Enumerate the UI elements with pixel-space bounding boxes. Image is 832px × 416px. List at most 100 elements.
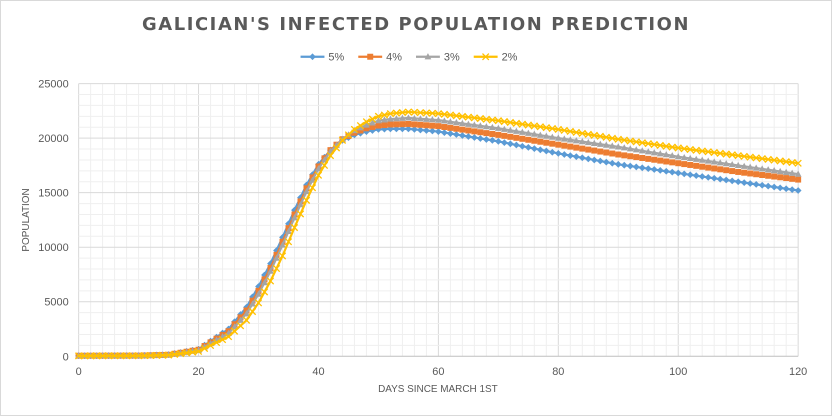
data-point bbox=[782, 158, 790, 166]
data-point bbox=[188, 348, 197, 356]
data-point bbox=[488, 116, 496, 124]
data-point bbox=[482, 123, 490, 130]
data-point bbox=[704, 157, 712, 164]
data-point bbox=[320, 161, 329, 170]
data-point bbox=[500, 139, 508, 146]
data-point bbox=[236, 322, 245, 330]
series-group bbox=[74, 108, 802, 360]
data-point bbox=[399, 125, 406, 133]
data-point bbox=[759, 172, 766, 178]
data-point bbox=[585, 146, 592, 153]
x-tick-label: 120 bbox=[789, 366, 807, 378]
data-point bbox=[608, 134, 616, 142]
data-point bbox=[728, 160, 736, 168]
data-point bbox=[494, 117, 502, 125]
data-point bbox=[758, 165, 766, 172]
data-point bbox=[728, 177, 736, 185]
data-point bbox=[326, 151, 335, 160]
data-point bbox=[782, 168, 790, 175]
data-point bbox=[302, 196, 311, 204]
data-point bbox=[182, 349, 191, 357]
data-point bbox=[441, 117, 448, 124]
data-point bbox=[458, 112, 467, 121]
data-point bbox=[230, 327, 239, 335]
x-tick-label: 20 bbox=[192, 366, 204, 378]
data-point bbox=[422, 109, 431, 117]
data-point bbox=[711, 165, 718, 172]
data-point bbox=[555, 141, 562, 148]
data-point bbox=[710, 174, 718, 182]
data-point bbox=[332, 144, 341, 152]
data-point bbox=[279, 241, 286, 248]
legend-marker bbox=[367, 53, 374, 60]
data-point bbox=[405, 114, 412, 121]
data-point bbox=[500, 117, 508, 126]
data-point bbox=[488, 123, 496, 131]
data-point bbox=[477, 129, 484, 136]
data-point bbox=[237, 316, 244, 323]
data-point bbox=[410, 108, 419, 116]
data-point bbox=[674, 169, 682, 177]
data-point bbox=[494, 138, 502, 145]
data-point bbox=[656, 141, 664, 149]
legend-item: 2% bbox=[473, 52, 518, 64]
data-point bbox=[572, 153, 580, 161]
data-point bbox=[488, 137, 496, 144]
data-point bbox=[734, 178, 742, 186]
data-point bbox=[603, 149, 610, 156]
data-point bbox=[729, 168, 736, 175]
data-point bbox=[146, 351, 155, 360]
data-point bbox=[110, 352, 119, 360]
data-point bbox=[453, 125, 460, 132]
data-point bbox=[273, 254, 280, 261]
data-point bbox=[735, 168, 742, 175]
data-point bbox=[86, 352, 95, 360]
data-point bbox=[80, 352, 89, 360]
data-point bbox=[525, 136, 532, 143]
data-point bbox=[470, 114, 479, 122]
data-point bbox=[638, 139, 646, 147]
data-point bbox=[506, 118, 514, 127]
data-point bbox=[633, 154, 640, 161]
data-point bbox=[770, 156, 778, 164]
data-point bbox=[435, 123, 442, 130]
data-point bbox=[765, 172, 772, 179]
data-point bbox=[783, 175, 790, 182]
data-point bbox=[789, 175, 796, 182]
data-point bbox=[614, 143, 622, 150]
data-point bbox=[464, 133, 472, 140]
data-point bbox=[728, 151, 736, 159]
data-point bbox=[650, 140, 658, 149]
data-point bbox=[692, 155, 700, 162]
data-point bbox=[651, 156, 658, 163]
data-point bbox=[788, 186, 796, 194]
data-point bbox=[249, 300, 256, 307]
data-point bbox=[459, 126, 466, 133]
data-point bbox=[417, 115, 424, 122]
data-point bbox=[668, 143, 676, 151]
data-point bbox=[686, 171, 694, 179]
data-point bbox=[416, 108, 425, 117]
data-point bbox=[752, 181, 760, 188]
data-point bbox=[704, 148, 712, 156]
data-point bbox=[290, 223, 299, 232]
legend-label: 4% bbox=[386, 52, 402, 64]
data-point bbox=[590, 156, 598, 164]
data-point bbox=[507, 133, 514, 140]
data-point bbox=[417, 121, 424, 128]
data-point bbox=[315, 165, 322, 172]
data-point bbox=[644, 148, 652, 155]
data-point bbox=[261, 279, 268, 286]
data-point bbox=[752, 164, 760, 171]
data-point bbox=[620, 144, 628, 151]
data-point bbox=[597, 148, 604, 155]
data-point bbox=[614, 160, 622, 168]
data-point bbox=[429, 127, 436, 135]
data-point bbox=[356, 121, 365, 130]
data-point bbox=[680, 153, 688, 161]
data-point bbox=[716, 159, 724, 166]
data-point bbox=[363, 125, 370, 132]
data-point bbox=[308, 184, 317, 192]
data-point bbox=[548, 133, 556, 140]
data-point bbox=[158, 351, 167, 359]
